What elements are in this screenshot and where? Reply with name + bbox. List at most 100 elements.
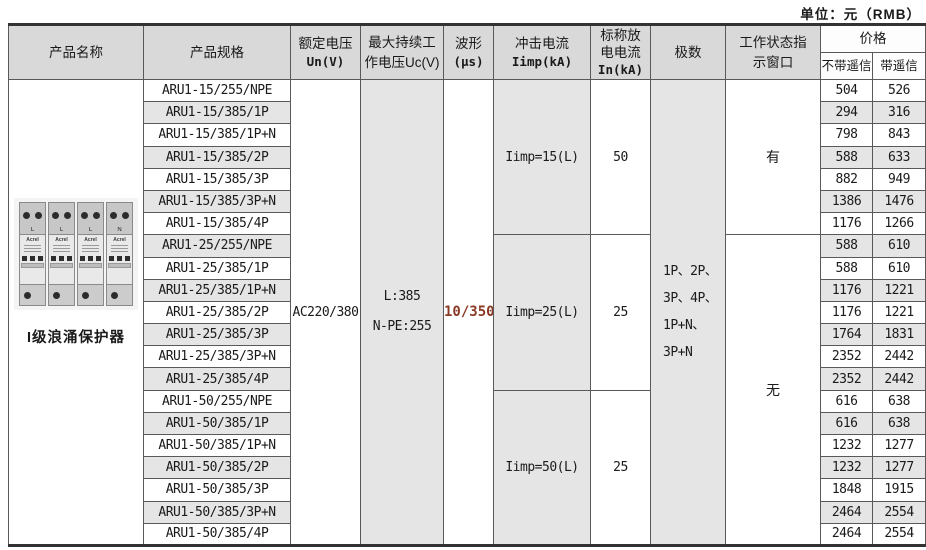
table-row: ARU1-50/385/3P 1848 1915 [9,478,926,502]
price-cell: 882 [820,167,873,191]
table-row: ARU1-25/385/3P+N 2352 2442 [9,345,926,369]
spec-cell: ARU1-25/385/1P+N [143,278,291,302]
price-cell: 798 [820,123,873,147]
header-indicator-window: 工作状态指 示窗口 [725,24,821,80]
spd-module: L Acrel [19,202,46,306]
price-cell: 1221 [872,300,926,325]
price-cell: 843 [872,123,926,147]
price-cell: 949 [872,167,926,191]
price-cell: 610 [872,256,926,280]
price-cell: 2442 [872,345,926,369]
table-row: ARU1-25/385/3P 1764 1831 [9,323,926,347]
spec-cell: ARU1-15/255/NPE [143,78,291,103]
header-product-name: 产品名称 [8,24,144,80]
terminal-knob [35,211,43,219]
price-cell: 1915 [872,478,926,502]
terminal-knob [51,211,59,219]
poles-cell: 1P、2P、 3P、4P、 1P+N、 3P+N [650,79,726,546]
price-cell: 316 [872,101,926,125]
header-nominal-current: 标称放 电电流 In(kA) [590,24,651,80]
impulse-cell-group3: Iimp=50(L) [493,389,591,547]
price-cell: 2464 [820,522,873,547]
indicator-cell-group1: 有 [725,78,821,236]
spec-cell: ARU1-15/385/2P [143,145,291,169]
table-row: ARU1-50/385/3P+N 2464 2554 [9,500,926,524]
price-cell: 1221 [872,278,926,302]
impulse-cell-group2: Iimp=25(L) [493,234,591,391]
price-cell: 2464 [820,500,873,524]
header-rated-voltage: 额定电压 Un(V) [290,24,361,80]
table-row: ARU1-15/385/3P+N 1386 1476 [9,189,926,214]
product-photo: L Acrel L [14,198,138,310]
table-row: ARU1-50/255/NPE Iimp=50(L) 25 616 638 [9,389,926,547]
terminal-knob [53,291,60,299]
price-cell: 588 [820,145,873,169]
price-cell: 2554 [872,500,926,524]
table-row: ARU1-50/385/1P 616 638 [9,411,926,436]
terminal-knob [22,211,30,219]
terminal-knob [109,211,117,219]
price-cell: 294 [820,101,873,125]
price-table: 产品名称 产品规格 额定电压 Un(V) 最大持续工 作电压Uc(V) 波形 (… [8,23,926,547]
spec-cell: ARU1-50/385/3P [143,478,291,502]
terminal-knob [24,291,31,299]
table-row: ARU1-50/385/4P 2464 2554 [9,522,926,547]
spec-cell: ARU1-25/255/NPE [143,234,291,258]
module-label: N [106,227,133,234]
terminal-knob [82,291,89,299]
spec-cell: ARU1-25/385/3P+N [143,345,291,369]
price-cell: 1277 [872,433,926,458]
table-header: 产品名称 产品规格 额定电压 Un(V) 最大持续工 作电压Uc(V) 波形 (… [8,24,926,80]
terminal-knob [122,211,130,219]
price-cell: 638 [872,411,926,436]
price-cell: 1176 [820,300,873,325]
product-name-cell: L Acrel L [8,79,144,546]
header-poles: 极数 [650,24,726,80]
price-cell: 610 [872,234,926,258]
spec-cell: ARU1-15/385/3P+N [143,189,291,214]
spec-cell: ARU1-15/385/4P [143,212,291,236]
price-cell: 1831 [872,323,926,347]
spec-cell: ARU1-50/385/1P+N [143,433,291,458]
module-label: L [77,227,104,234]
price-cell: 588 [820,256,873,280]
price-cell: 588 [820,234,873,258]
price-cell: 638 [872,389,926,413]
table-row: L Acrel L [8,78,926,546]
product-name-label: I级浪涌保护器 [26,330,126,346]
table-row: ARU1-25/385/2P 1176 1221 [9,300,926,325]
spec-cell: ARU1-50/385/4P [143,522,291,547]
module-label: L [48,227,75,234]
terminal-knob [64,211,72,219]
table-row: ARU1-25/385/1P 588 610 [9,256,926,280]
price-cell: 504 [820,78,873,103]
price-cell: 633 [872,145,926,169]
spec-cell: ARU1-50/385/3P+N [143,500,291,524]
terminal-knob [80,211,88,219]
table-row: ARU1-15/385/2P 588 633 [9,145,926,169]
price-cell: 1176 [820,278,873,302]
price-cell: 616 [820,411,873,436]
price-cell: 1232 [820,456,873,480]
spec-cell: ARU1-25/385/3P [143,323,291,347]
spec-cell: ARU1-15/385/1P+N [143,123,291,147]
terminal-knob [93,211,101,219]
spec-cell: ARU1-25/385/1P [143,256,291,280]
table-row: ARU1-25/255/NPE Iimp=25(L) 25 无 588 610 [9,234,926,546]
terminal-knob [111,291,118,299]
table-row: ARU1-15/385/3P 882 949 [9,167,926,191]
spd-module: L Acrel [48,202,75,306]
price-cell: 2352 [820,345,873,369]
spec-cell: ARU1-25/385/2P [143,300,291,325]
price-cell: 616 [820,389,873,413]
price-cell: 2352 [820,367,873,391]
spd-module: L Acrel [77,202,104,306]
brand-text: Acrel [26,237,39,243]
header-max-voltage: 最大持续工 作电压Uc(V) [360,24,444,80]
price-cell: 2442 [872,367,926,391]
spec-cell: ARU1-25/385/4P [143,367,291,391]
table-row: ARU1-15/385/1P 294 316 [9,101,926,125]
table-row: ARU1-15/385/4P 1176 1266 [9,212,926,236]
impulse-cell-group1: Iimp=15(L) [493,78,591,236]
price-cell: 1176 [820,212,873,236]
